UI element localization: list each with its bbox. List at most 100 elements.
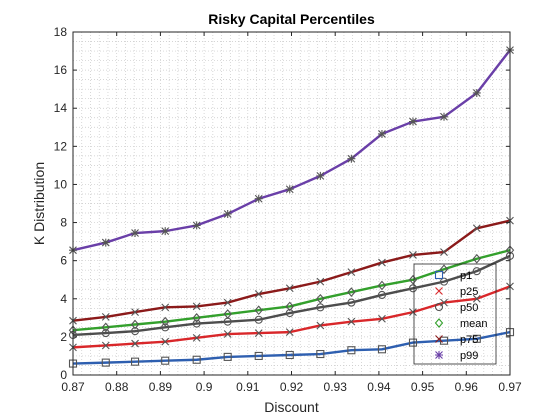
y-tick-label: 6 xyxy=(60,254,67,268)
x-tick-label: 0.88 xyxy=(105,380,129,394)
x-tick-label: 0.93 xyxy=(324,380,348,394)
data-point-p1 xyxy=(192,355,201,364)
x-tick-label: 0.91 xyxy=(236,380,260,394)
data-point-p75 xyxy=(223,298,232,307)
data-point-p50 xyxy=(316,303,325,312)
legend-box xyxy=(413,263,497,365)
legend-marker-p99 xyxy=(435,351,443,359)
data-point-p99 xyxy=(254,194,263,203)
y-tick-label: 0 xyxy=(60,368,67,382)
data-point-mean xyxy=(160,316,170,327)
data-point-p50 xyxy=(161,323,170,332)
data-point-p99 xyxy=(101,238,110,247)
data-point-p99 xyxy=(377,129,386,138)
series-line-mean xyxy=(72,249,511,332)
data-point-mean xyxy=(101,322,111,333)
data-point-p25 xyxy=(223,330,232,338)
x-tick-label: 0.97 xyxy=(498,380,522,394)
data-point-p99 xyxy=(440,112,449,121)
data-point-mean xyxy=(254,305,263,316)
data-point-mean xyxy=(408,274,418,285)
data-point-p50 xyxy=(101,329,110,338)
legend-entry-p50: p50 xyxy=(434,302,478,314)
data-point-p50 xyxy=(192,319,201,328)
series-mean xyxy=(68,245,515,336)
data-point-p1 xyxy=(316,349,325,359)
data-point-p1 xyxy=(408,338,418,347)
y-tick-label: 12 xyxy=(54,139,68,153)
x-tick-label: 0.96 xyxy=(455,380,479,394)
legend-marker-p1 xyxy=(434,270,444,280)
legend-marker-p50 xyxy=(434,302,444,312)
data-point-mean xyxy=(130,319,140,330)
data-point-p1 xyxy=(223,352,232,361)
x-tick-label: 0.9 xyxy=(196,380,213,394)
data-point-p99 xyxy=(285,185,294,194)
x-tick-label: 0.87 xyxy=(61,380,85,394)
data-point-p75 xyxy=(316,277,325,286)
y-tick-label: 8 xyxy=(60,216,67,230)
data-point-p75 xyxy=(285,284,294,293)
data-point-mean xyxy=(223,309,232,319)
data-point-p25 xyxy=(285,328,294,337)
data-point-p25 xyxy=(378,314,386,323)
data-point-p25 xyxy=(409,308,417,317)
legend-entry-p75: p75 xyxy=(435,334,478,346)
data-point-p1 xyxy=(131,357,140,366)
data-point-mean xyxy=(192,312,201,323)
data-point-p25 xyxy=(254,329,263,337)
series-line-p50 xyxy=(72,254,511,337)
x-tick-label: 0.89 xyxy=(149,380,173,394)
data-point-p1 xyxy=(377,345,387,354)
data-point-p1 xyxy=(254,351,263,360)
data-point-mean xyxy=(285,301,294,312)
data-point-p75 xyxy=(472,224,481,233)
series-p75 xyxy=(69,216,514,325)
data-point-p75 xyxy=(161,303,170,312)
data-point-p99 xyxy=(347,154,356,163)
data-point-p25 xyxy=(192,333,201,342)
data-point-p50 xyxy=(254,315,263,324)
legend-marker-p25 xyxy=(435,287,443,295)
data-point-p25 xyxy=(161,337,170,346)
tick-labels: 0.87 0.88 0.89 0.9 0.91 0.92 0.93 0.94 0.95 0.96 0… xyxy=(54,25,522,394)
data-point-mean xyxy=(472,253,482,264)
data-point-p75 xyxy=(347,268,356,276)
x-axis-title: Discount xyxy=(264,399,319,415)
data-point-p75 xyxy=(131,308,139,317)
data-point-p50 xyxy=(408,284,418,293)
x-tick-label: 0.94 xyxy=(367,380,391,394)
legend-entry-p99: p99 xyxy=(435,350,478,362)
data-point-p99 xyxy=(472,88,481,97)
data-point-p99 xyxy=(408,117,417,126)
chart-title: Risky Capital Percentiles xyxy=(208,11,375,27)
legend-label-p75: p75 xyxy=(460,334,478,346)
series-p25 xyxy=(69,282,514,352)
data-point-p75 xyxy=(378,258,386,267)
data-point-p25 xyxy=(101,341,110,350)
data-point-p50 xyxy=(472,267,481,276)
series-layer xyxy=(68,46,515,368)
data-point-p25 xyxy=(472,294,481,303)
data-point-p50 xyxy=(347,298,356,307)
legend: p1 p25 p50 mean p75 p99 xyxy=(413,263,497,365)
y-tick-label: 2 xyxy=(60,330,67,344)
x-tick-label: 0.95 xyxy=(411,380,435,394)
data-point-p75 xyxy=(440,248,448,256)
data-point-mean xyxy=(377,280,387,291)
data-point-mean xyxy=(347,287,356,297)
minor-grid xyxy=(73,32,510,375)
x-tick-label: 0.92 xyxy=(280,380,304,394)
data-point-p1 xyxy=(285,350,294,360)
y-axis-title: K Distribution xyxy=(31,162,47,245)
series-line-p1 xyxy=(72,330,511,365)
data-point-p75 xyxy=(254,290,263,298)
legend-label-mean: mean xyxy=(460,318,488,330)
legend-label-p99: p99 xyxy=(460,350,478,362)
legend-marker-mean xyxy=(434,318,444,328)
data-point-p1 xyxy=(347,346,356,355)
legend-marker-p75 xyxy=(435,335,443,343)
data-point-p25 xyxy=(347,317,356,326)
data-point-p75 xyxy=(192,302,201,311)
